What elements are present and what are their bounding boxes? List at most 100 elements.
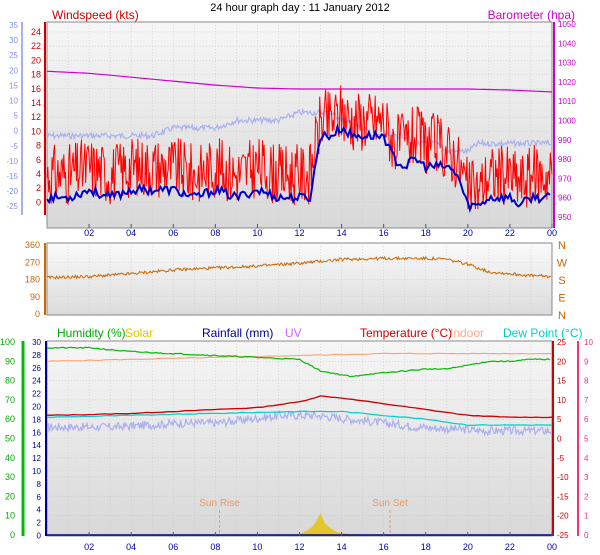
rainfall-tick: 30 (32, 338, 41, 347)
x-tick-label: 00 (547, 228, 557, 238)
barometer-tick: 990 (558, 136, 572, 145)
uv-tick: 2 (584, 492, 589, 501)
direction-tick: 180 (25, 275, 40, 285)
rainfall-tick: 28 (32, 351, 41, 360)
barometer-tick: 1010 (558, 97, 576, 106)
x-tick-label: 20 (463, 228, 473, 238)
windspeed-tick: 2 (36, 183, 41, 193)
humidity-label: Humidity (%) (57, 326, 126, 340)
uv-label: UV (285, 326, 302, 340)
far-left-tick: -25 (6, 202, 18, 211)
rainfall-tick: 26 (32, 364, 41, 373)
page-title: 24 hour graph day : 11 January 2012 (210, 2, 390, 14)
rainfall-tick: 14 (32, 441, 41, 450)
x-tick-label: 16 (379, 542, 389, 552)
dew-point-series (46, 410, 553, 427)
compass-label: W (557, 258, 568, 270)
humidity-tick: 50 (5, 434, 15, 444)
windspeed-label: Windspeed (kts) (52, 8, 139, 22)
x-tick-label: 22 (505, 228, 515, 238)
humidity-tick: 10 (5, 511, 15, 521)
humidity-tick: 80 (5, 376, 15, 386)
uv-tick: 1 (584, 512, 589, 521)
uv-tick: 7 (584, 396, 589, 405)
x-tick-label: 16 (379, 228, 389, 238)
windspeed-tick: 8 (36, 141, 41, 151)
barometer-tick: 1040 (558, 39, 576, 48)
compass-label: N (558, 310, 566, 322)
x-tick-label: 18 (421, 542, 431, 552)
x-tick-label: 10 (252, 542, 262, 552)
rainfall-tick: 4 (37, 506, 42, 515)
far-left-tick: 10 (9, 97, 18, 106)
far-left-tick: 15 (9, 81, 18, 90)
rainfall-tick: 6 (37, 493, 42, 502)
far-left-tick: -20 (6, 187, 18, 196)
windspeed-tick: 20 (31, 55, 41, 65)
barometer-tick: 1050 (558, 20, 576, 29)
direction-tick: 0 (35, 309, 40, 319)
far-left-tick: 20 (9, 66, 18, 75)
windspeed-tick: 6 (36, 155, 41, 165)
windspeed-tick: 14 (31, 98, 41, 108)
far-left-tick: 30 (9, 36, 18, 45)
grid-mid (47, 243, 552, 315)
barometer-label: Barometer (hpa) (488, 8, 575, 22)
rainfall-label: Rainfall (mm) (202, 326, 273, 340)
windspeed-tick: 22 (31, 41, 41, 51)
indoor-label: Indoor (450, 326, 484, 340)
x-tick-label: 12 (294, 228, 304, 238)
temperature-tick: -10 (557, 473, 569, 482)
temperature-tick: 20 (557, 357, 566, 366)
wind-barometer-panel: Windspeed (kts) Barometer (hpa) 24222018… (6, 8, 576, 238)
x-tick-label: 02 (84, 542, 94, 552)
barometer-tick: 980 (558, 155, 572, 164)
compass-label: E (558, 293, 565, 305)
far-left-tick: 25 (9, 51, 18, 60)
temperature-tick: 15 (557, 377, 566, 386)
rainfall-tick: 22 (32, 390, 41, 399)
rainfall-tick: 10 (32, 467, 41, 476)
windspeed-tick: 0 (36, 197, 41, 207)
humidity-tick: 20 (5, 491, 15, 501)
direction-tick: 360 (25, 240, 40, 250)
bottom-legend: Humidity (%) Solar Rainfall (mm) UV Temp… (57, 326, 582, 340)
far-left-tick: -5 (11, 142, 19, 151)
rainfall-tick: 12 (32, 454, 41, 463)
x-tick-label: 20 (463, 542, 473, 552)
rainfall-tick: 24 (32, 377, 41, 386)
x-tick-label: 12 (294, 542, 304, 552)
windspeed-tick: 18 (31, 70, 41, 80)
wind-gust-series (46, 85, 553, 210)
rainfall-tick: 2 (37, 519, 42, 528)
temperature-humidity-panel: Humidity (%) Solar Rainfall (mm) UV Temp… (0, 326, 593, 552)
wind-average-series (46, 123, 551, 214)
x-tick-label: 18 (421, 228, 431, 238)
humidity-series (46, 346, 551, 378)
compass-label: S (558, 275, 565, 287)
barometer-tick: 1000 (558, 117, 576, 126)
windspeed-tick: 4 (36, 169, 41, 179)
x-tick-label: 06 (168, 228, 178, 238)
humidity-tick: 90 (5, 356, 15, 366)
x-tick-label: 08 (210, 542, 220, 552)
temperature-tick: -5 (557, 454, 565, 463)
x-tick-label: 14 (337, 228, 347, 238)
wind-chill-series (46, 410, 552, 437)
humidity-tick: 100 (0, 337, 15, 347)
rainfall-tick: 18 (32, 415, 41, 424)
x-tick-label: 02 (84, 228, 94, 238)
grid-bot (47, 341, 552, 536)
x-tick-label: 08 (210, 228, 220, 238)
windspeed-tick: 24 (31, 27, 41, 37)
rainfall-tick: 8 (37, 480, 42, 489)
temperature-tick: 25 (557, 338, 566, 347)
solar-series (289, 513, 369, 535)
uv-tick: 6 (584, 415, 589, 424)
rainfall-tick: 16 (32, 428, 41, 437)
windspeed-tick: 16 (31, 84, 41, 94)
sun-set-label: Sun Set (372, 498, 408, 509)
temperature-tick: 0 (557, 435, 562, 444)
temperature-tick: -20 (557, 512, 569, 521)
